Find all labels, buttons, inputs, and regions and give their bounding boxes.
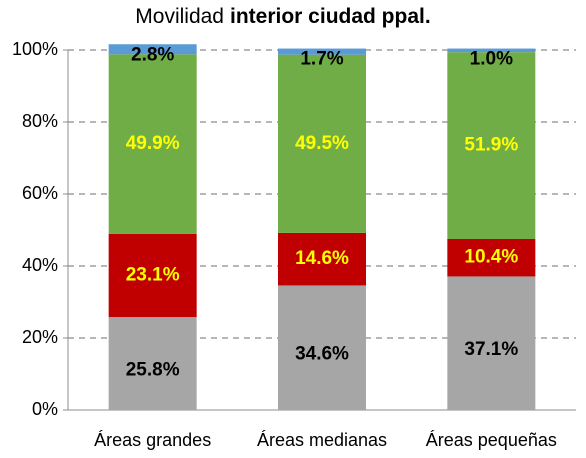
y-tick-label: 0% [32,399,58,419]
data-label: 1.0% [470,49,513,70]
data-label: 34.6% [295,344,349,365]
bar-segment [447,52,536,239]
x-tick-label: Áreas grandes [94,430,211,450]
bar-segment [108,54,197,234]
data-label: 49.9% [126,133,180,154]
bar-segment [278,48,366,55]
data-label: 23.1% [126,265,180,286]
bar-segment [108,317,197,410]
bar-segment [447,276,536,410]
bar-segment [108,44,197,55]
x-tick-label: Áreas pequeñas [426,430,557,450]
data-label: 14.6% [295,248,349,269]
data-label: 10.4% [464,247,518,268]
data-label: 2.8% [131,44,174,65]
y-tick-label: 20% [22,327,58,347]
y-tick-label: 60% [22,183,58,203]
bar-segment [447,48,536,53]
x-tick-label: Áreas medianas [257,430,387,450]
data-label: 51.9% [464,135,518,156]
title-part: interior ciudad ppal. [230,5,431,28]
y-tick-label: 80% [22,111,58,131]
data-label: 49.5% [295,133,349,154]
y-tick-label: 40% [22,255,58,275]
bar-segment [278,285,366,410]
data-label: 37.1% [464,339,518,360]
title-part: Movilidad [135,5,224,28]
y-tick-label: 100% [12,39,58,59]
data-label: 25.8% [126,360,180,381]
bar-segment [447,239,536,277]
data-label: 1.7% [300,49,343,70]
bar-segment [278,54,366,233]
chart-title: Movilidad interior ciudad ppal. [135,5,430,28]
bar-segment [278,232,366,286]
bar-segment [108,233,197,318]
